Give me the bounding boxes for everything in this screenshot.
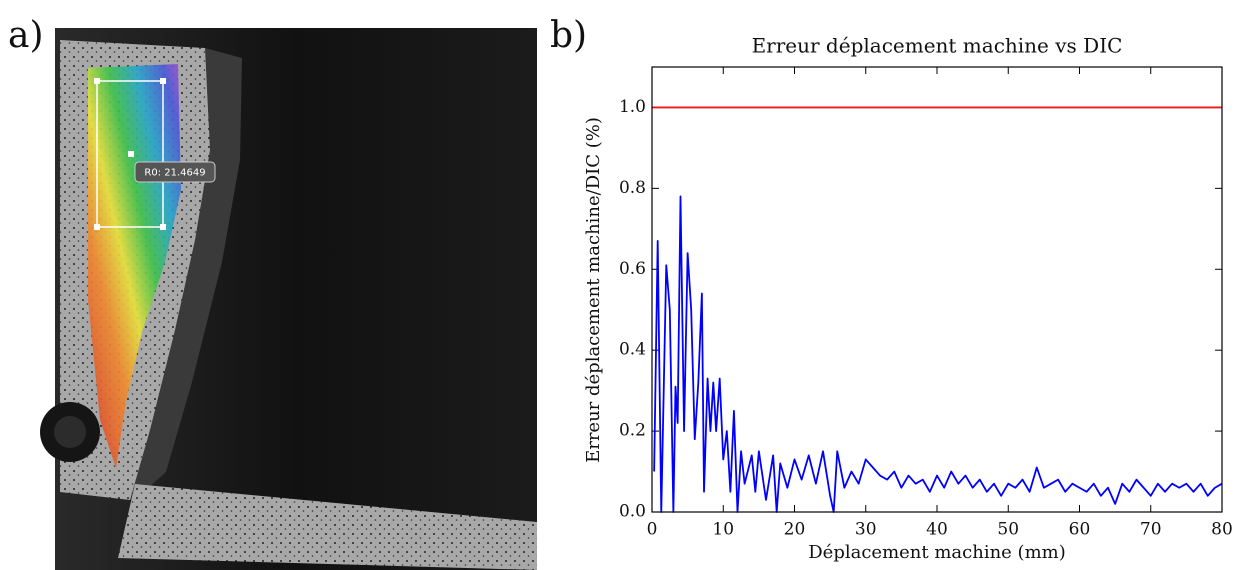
y-tick-label: 0.8 (619, 178, 646, 198)
plot-frame (651, 66, 1223, 513)
x-axis-label: Déplacement machine (mm) (808, 542, 1065, 563)
x-tick-label: 20 (784, 520, 806, 540)
photo: R0: 21.4649 (40, 28, 537, 570)
y-axis-label: Erreur déplacement machine/DIC (%) (583, 117, 604, 463)
y-tick-label: 0.4 (619, 340, 646, 360)
panel-label: a) (8, 15, 44, 56)
x-tick-label: 70 (1140, 520, 1162, 540)
x-tick-label: 0 (647, 520, 658, 540)
x-tick-label: 30 (855, 520, 877, 540)
x-tick-label: 50 (997, 520, 1019, 540)
x-tick-label: 60 (1069, 520, 1091, 540)
data-line (653, 195, 1223, 513)
y-tick-label: 0.2 (619, 421, 646, 441)
y-tick-label: 1.0 (619, 97, 646, 117)
x-tick-label: 10 (712, 520, 734, 540)
chart-title: Erreur déplacement machine vs DIC (752, 34, 1123, 58)
x-tick-label: 40 (926, 520, 948, 540)
roi-label: R0: 21.4649 (144, 168, 205, 179)
x-tick-label: 80 (1211, 520, 1233, 540)
y-tick-label: 0.0 (619, 502, 646, 522)
y-tick-label: 0.6 (619, 259, 646, 279)
panel-label: b) (550, 15, 587, 56)
